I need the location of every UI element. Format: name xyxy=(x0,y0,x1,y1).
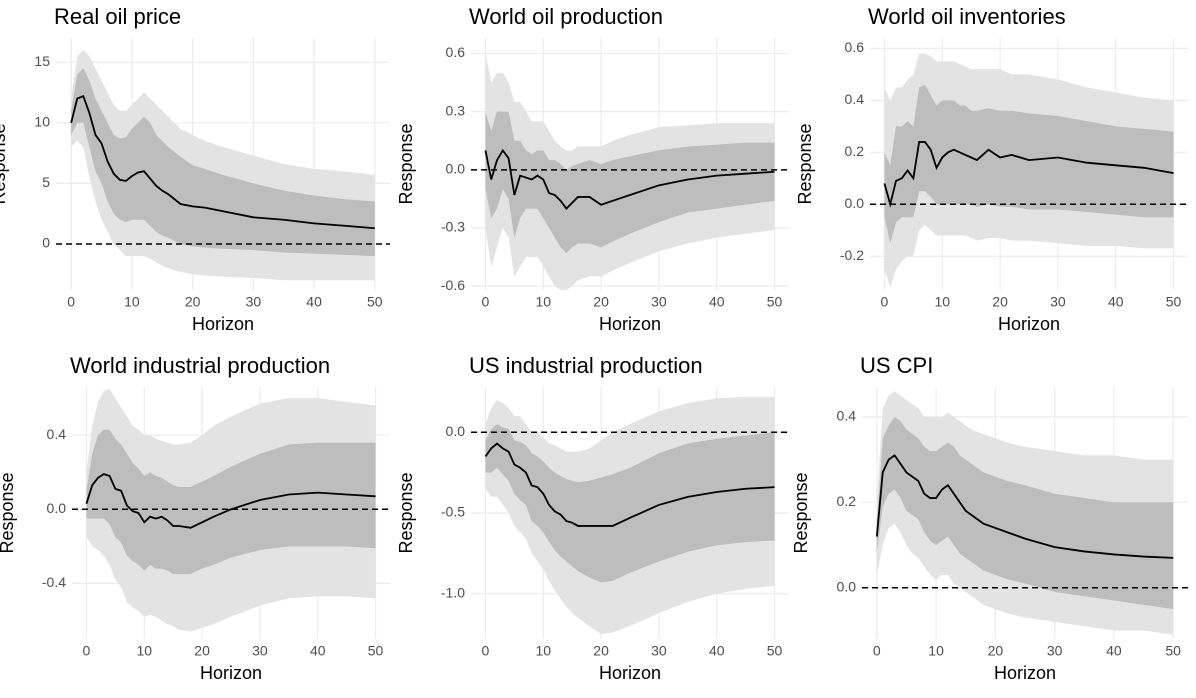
panel-title: World oil inventories xyxy=(868,4,1066,29)
x-tick-label: 20 xyxy=(593,294,609,310)
x-tick-label: 50 xyxy=(367,294,383,310)
panel-title: US industrial production xyxy=(469,353,703,378)
x-tick-label: 30 xyxy=(651,643,667,659)
x-tick-label: 10 xyxy=(934,294,950,310)
y-tick-label: 0.4 xyxy=(837,408,857,424)
y-axis-title: Response xyxy=(0,472,17,553)
x-tick-label: 30 xyxy=(651,294,667,310)
confidence-band xyxy=(71,68,375,257)
y-tick-label: 0.0 xyxy=(47,500,67,516)
y-tick-label: -0.3 xyxy=(441,219,465,235)
x-tick-label: 40 xyxy=(1106,643,1122,659)
response-line xyxy=(875,454,1174,559)
panel-title: World industrial production xyxy=(70,353,330,378)
x-tick-label: 50 xyxy=(767,294,783,310)
y-tick-label: 0.6 xyxy=(845,39,865,55)
panel: World oil production -0.6 -0.3 0.0 0.3 0.6 0 10… xyxy=(396,4,789,334)
y-tick-label: 0.2 xyxy=(845,143,865,159)
y-tick-label: 0.0 xyxy=(446,161,466,177)
panel: World oil inventories -0.2 0.0 0.2 0.4 0.6 0 10… xyxy=(795,4,1188,334)
x-tick-label: 0 xyxy=(873,643,881,659)
response-line xyxy=(70,94,375,230)
x-tick-label: 10 xyxy=(535,643,551,659)
x-tick-label: 50 xyxy=(767,643,783,659)
panel: US industrial production -1.0 -0.5 0.0 0 10 20… xyxy=(396,353,789,683)
x-tick-label: 0 xyxy=(67,294,75,310)
y-tick-label: 15 xyxy=(34,53,50,69)
confidence-band xyxy=(485,111,775,254)
panel-title: Real oil price xyxy=(54,4,181,29)
x-tick-label: 30 xyxy=(1047,643,1063,659)
x-tick-label: 0 xyxy=(482,643,490,659)
y-axis-title: Response xyxy=(396,472,416,553)
x-axis-title: Horizon xyxy=(599,314,661,334)
x-tick-label: 50 xyxy=(1165,643,1181,659)
x-tick-label: 30 xyxy=(1050,294,1066,310)
panel: Real oil price 0 5 10 15 0 10 20 30 40 50 Horizon Re… xyxy=(0,4,390,334)
response-line xyxy=(883,141,1174,208)
y-tick-label: 0.0 xyxy=(446,423,466,439)
x-tick-label: 40 xyxy=(709,643,725,659)
y-axis-title: Response xyxy=(795,123,815,204)
y-axis-title: Response xyxy=(396,123,416,204)
x-tick-label: 20 xyxy=(185,294,201,310)
y-tick-label: -0.6 xyxy=(441,277,465,293)
x-tick-label: 30 xyxy=(246,294,262,310)
x-tick-label: 40 xyxy=(310,643,326,659)
x-tick-label: 40 xyxy=(709,294,725,310)
x-tick-label: 50 xyxy=(368,643,384,659)
x-tick-label: 30 xyxy=(252,643,268,659)
y-tick-label: 0.6 xyxy=(446,44,466,60)
y-tick-label: 0.0 xyxy=(837,578,857,594)
x-tick-label: 40 xyxy=(1108,294,1124,310)
x-tick-label: 0 xyxy=(83,643,91,659)
x-tick-label: 0 xyxy=(482,294,490,310)
confidence-band xyxy=(86,429,376,575)
y-tick-label: 5 xyxy=(42,174,50,190)
x-axis-title: Horizon xyxy=(200,663,262,683)
panel-title: World oil production xyxy=(469,4,663,29)
y-tick-label: 0.2 xyxy=(837,493,857,509)
x-tick-label: 10 xyxy=(535,294,551,310)
y-tick-label: 10 xyxy=(34,114,50,130)
panel-title: US CPI xyxy=(860,353,933,378)
x-tick-label: 20 xyxy=(988,643,1004,659)
x-tick-label: 10 xyxy=(928,643,944,659)
x-tick-label: 10 xyxy=(136,643,152,659)
panel: World industrial production -0.4 0.0 0.4 0 10… xyxy=(0,353,390,683)
y-tick-label: -0.5 xyxy=(441,504,465,520)
x-axis-title: Horizon xyxy=(599,663,661,683)
y-tick-label: 0.0 xyxy=(845,195,865,211)
y-axis-title: Response xyxy=(0,123,9,204)
x-tick-label: 20 xyxy=(593,643,609,659)
x-tick-label: 50 xyxy=(1166,294,1182,310)
x-axis-title: Horizon xyxy=(998,314,1060,334)
y-tick-label: 0.4 xyxy=(845,91,865,107)
panel: US CPI 0.0 0.2 0.4 0 10 20 30 40 50 Horizon Respons… xyxy=(791,353,1188,683)
y-tick-label: 0.3 xyxy=(446,102,466,118)
x-axis-title: Horizon xyxy=(192,314,254,334)
confidence-band xyxy=(876,416,1174,610)
x-tick-label: 0 xyxy=(881,294,889,310)
y-tick-label: -0.4 xyxy=(42,574,66,590)
confidence-band xyxy=(485,424,775,583)
x-tick-label: 40 xyxy=(306,294,322,310)
x-tick-label: 10 xyxy=(124,294,140,310)
x-axis-title: Horizon xyxy=(994,663,1056,683)
response-line xyxy=(484,148,775,210)
x-tick-label: 20 xyxy=(992,294,1008,310)
response-line xyxy=(484,442,775,527)
y-tick-label: 0.4 xyxy=(47,426,67,442)
y-tick-label: 0 xyxy=(42,235,50,251)
y-axis-title: Response xyxy=(791,472,811,553)
y-tick-label: -1.0 xyxy=(441,584,465,600)
x-tick-label: 20 xyxy=(194,643,210,659)
response-line xyxy=(85,473,376,529)
y-tick-label: -0.2 xyxy=(840,247,864,263)
